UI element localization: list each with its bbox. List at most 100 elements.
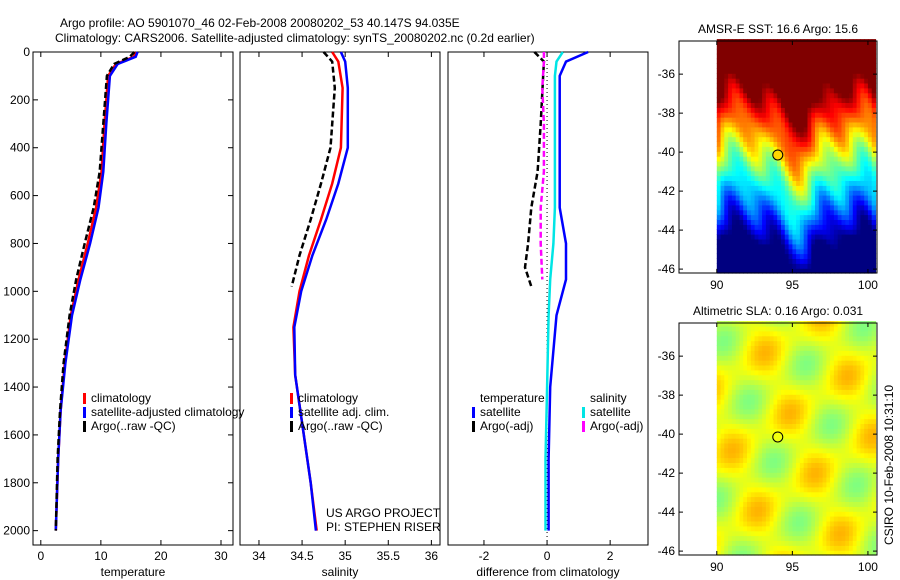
map-cell xyxy=(769,477,775,483)
map-cell xyxy=(807,190,812,196)
map-cell xyxy=(792,496,797,502)
map-cell xyxy=(781,472,786,478)
map-cell xyxy=(796,399,801,405)
map-cell xyxy=(716,501,722,507)
map-cell xyxy=(728,204,733,211)
map-cell xyxy=(720,550,725,556)
map-cell xyxy=(731,92,737,99)
map-cell xyxy=(818,160,824,167)
map-cell xyxy=(792,408,797,415)
map-cell xyxy=(720,428,725,434)
map-cell xyxy=(826,491,831,498)
map-cell xyxy=(758,330,763,337)
map-cell xyxy=(818,92,824,99)
map-cell xyxy=(803,438,809,444)
map-cell xyxy=(743,477,748,483)
map-cell xyxy=(765,501,771,507)
map-cell xyxy=(762,360,767,366)
map-cell xyxy=(818,364,824,371)
map-cell xyxy=(788,433,793,439)
map-cell xyxy=(815,180,820,186)
map-cell xyxy=(849,379,854,385)
map-cell xyxy=(762,151,767,157)
map-cell xyxy=(799,438,805,444)
map-cell xyxy=(818,374,824,381)
map-cell xyxy=(781,325,786,332)
series-line-salinity-satellite xyxy=(544,51,564,531)
map-cell xyxy=(833,516,839,522)
map-cell xyxy=(864,102,869,108)
map-cell xyxy=(750,452,756,459)
map-cell xyxy=(826,141,831,147)
map-cell xyxy=(826,112,831,118)
map-cell xyxy=(871,457,877,463)
map-cell xyxy=(716,160,722,167)
map-cell xyxy=(724,486,729,493)
map-cell xyxy=(815,48,820,55)
map-cell xyxy=(728,107,733,113)
map-cell xyxy=(788,467,793,473)
map-cell xyxy=(833,486,839,493)
map-cell xyxy=(720,438,725,444)
map-cell xyxy=(731,112,737,118)
map-cell xyxy=(826,97,831,103)
map-cell xyxy=(849,355,854,361)
map-cell xyxy=(792,268,797,274)
map-cell xyxy=(788,112,793,118)
map-cell xyxy=(731,253,737,259)
map-cell xyxy=(762,263,767,269)
map-cell xyxy=(849,253,854,259)
map-cell xyxy=(852,491,858,498)
map-cell xyxy=(860,481,865,488)
map-cell xyxy=(867,141,873,147)
map-cell xyxy=(852,263,858,269)
map-cell xyxy=(815,126,820,133)
map-cell xyxy=(750,340,756,346)
map-cell xyxy=(864,175,869,181)
map-cell xyxy=(773,39,778,45)
map-cell xyxy=(852,447,858,454)
map-cell xyxy=(807,78,812,84)
map-cell xyxy=(720,219,725,225)
map-cell xyxy=(833,238,839,245)
map-cell xyxy=(720,185,725,191)
map-cell xyxy=(830,364,835,371)
map-cell xyxy=(852,335,858,342)
map-cell xyxy=(849,516,854,522)
map-cell xyxy=(788,258,793,264)
map-cell xyxy=(754,243,759,250)
map-cell xyxy=(815,438,820,444)
map-cell xyxy=(762,535,767,541)
map-cell xyxy=(799,340,805,346)
map-cell xyxy=(864,321,869,327)
map-cell xyxy=(762,165,767,172)
map-cell xyxy=(860,253,865,259)
legend-group-title: salinity xyxy=(590,391,627,405)
map-cell xyxy=(739,107,744,113)
map-cell xyxy=(792,350,797,356)
map-cell xyxy=(758,399,763,405)
map-cell xyxy=(845,389,850,395)
map-cell xyxy=(860,78,865,84)
map-cell xyxy=(799,350,805,356)
map-cell xyxy=(856,199,861,206)
map-cell xyxy=(731,224,737,230)
map-cell xyxy=(830,151,835,157)
map-cell xyxy=(815,238,820,245)
map-cell xyxy=(833,438,839,444)
map-cell xyxy=(818,136,824,142)
map-cell xyxy=(735,496,741,502)
map-cell xyxy=(852,156,858,162)
map-cell xyxy=(788,384,793,390)
map-cell xyxy=(777,185,782,191)
map-cell xyxy=(837,330,843,337)
map-cell xyxy=(720,345,725,351)
map-cell xyxy=(871,442,877,449)
map-cell xyxy=(807,102,812,108)
map-cell xyxy=(818,389,824,395)
map-cell xyxy=(815,330,820,337)
map-cell xyxy=(716,399,722,405)
map-cell xyxy=(788,330,793,337)
map-cell xyxy=(864,325,869,332)
map-cell xyxy=(747,335,752,342)
